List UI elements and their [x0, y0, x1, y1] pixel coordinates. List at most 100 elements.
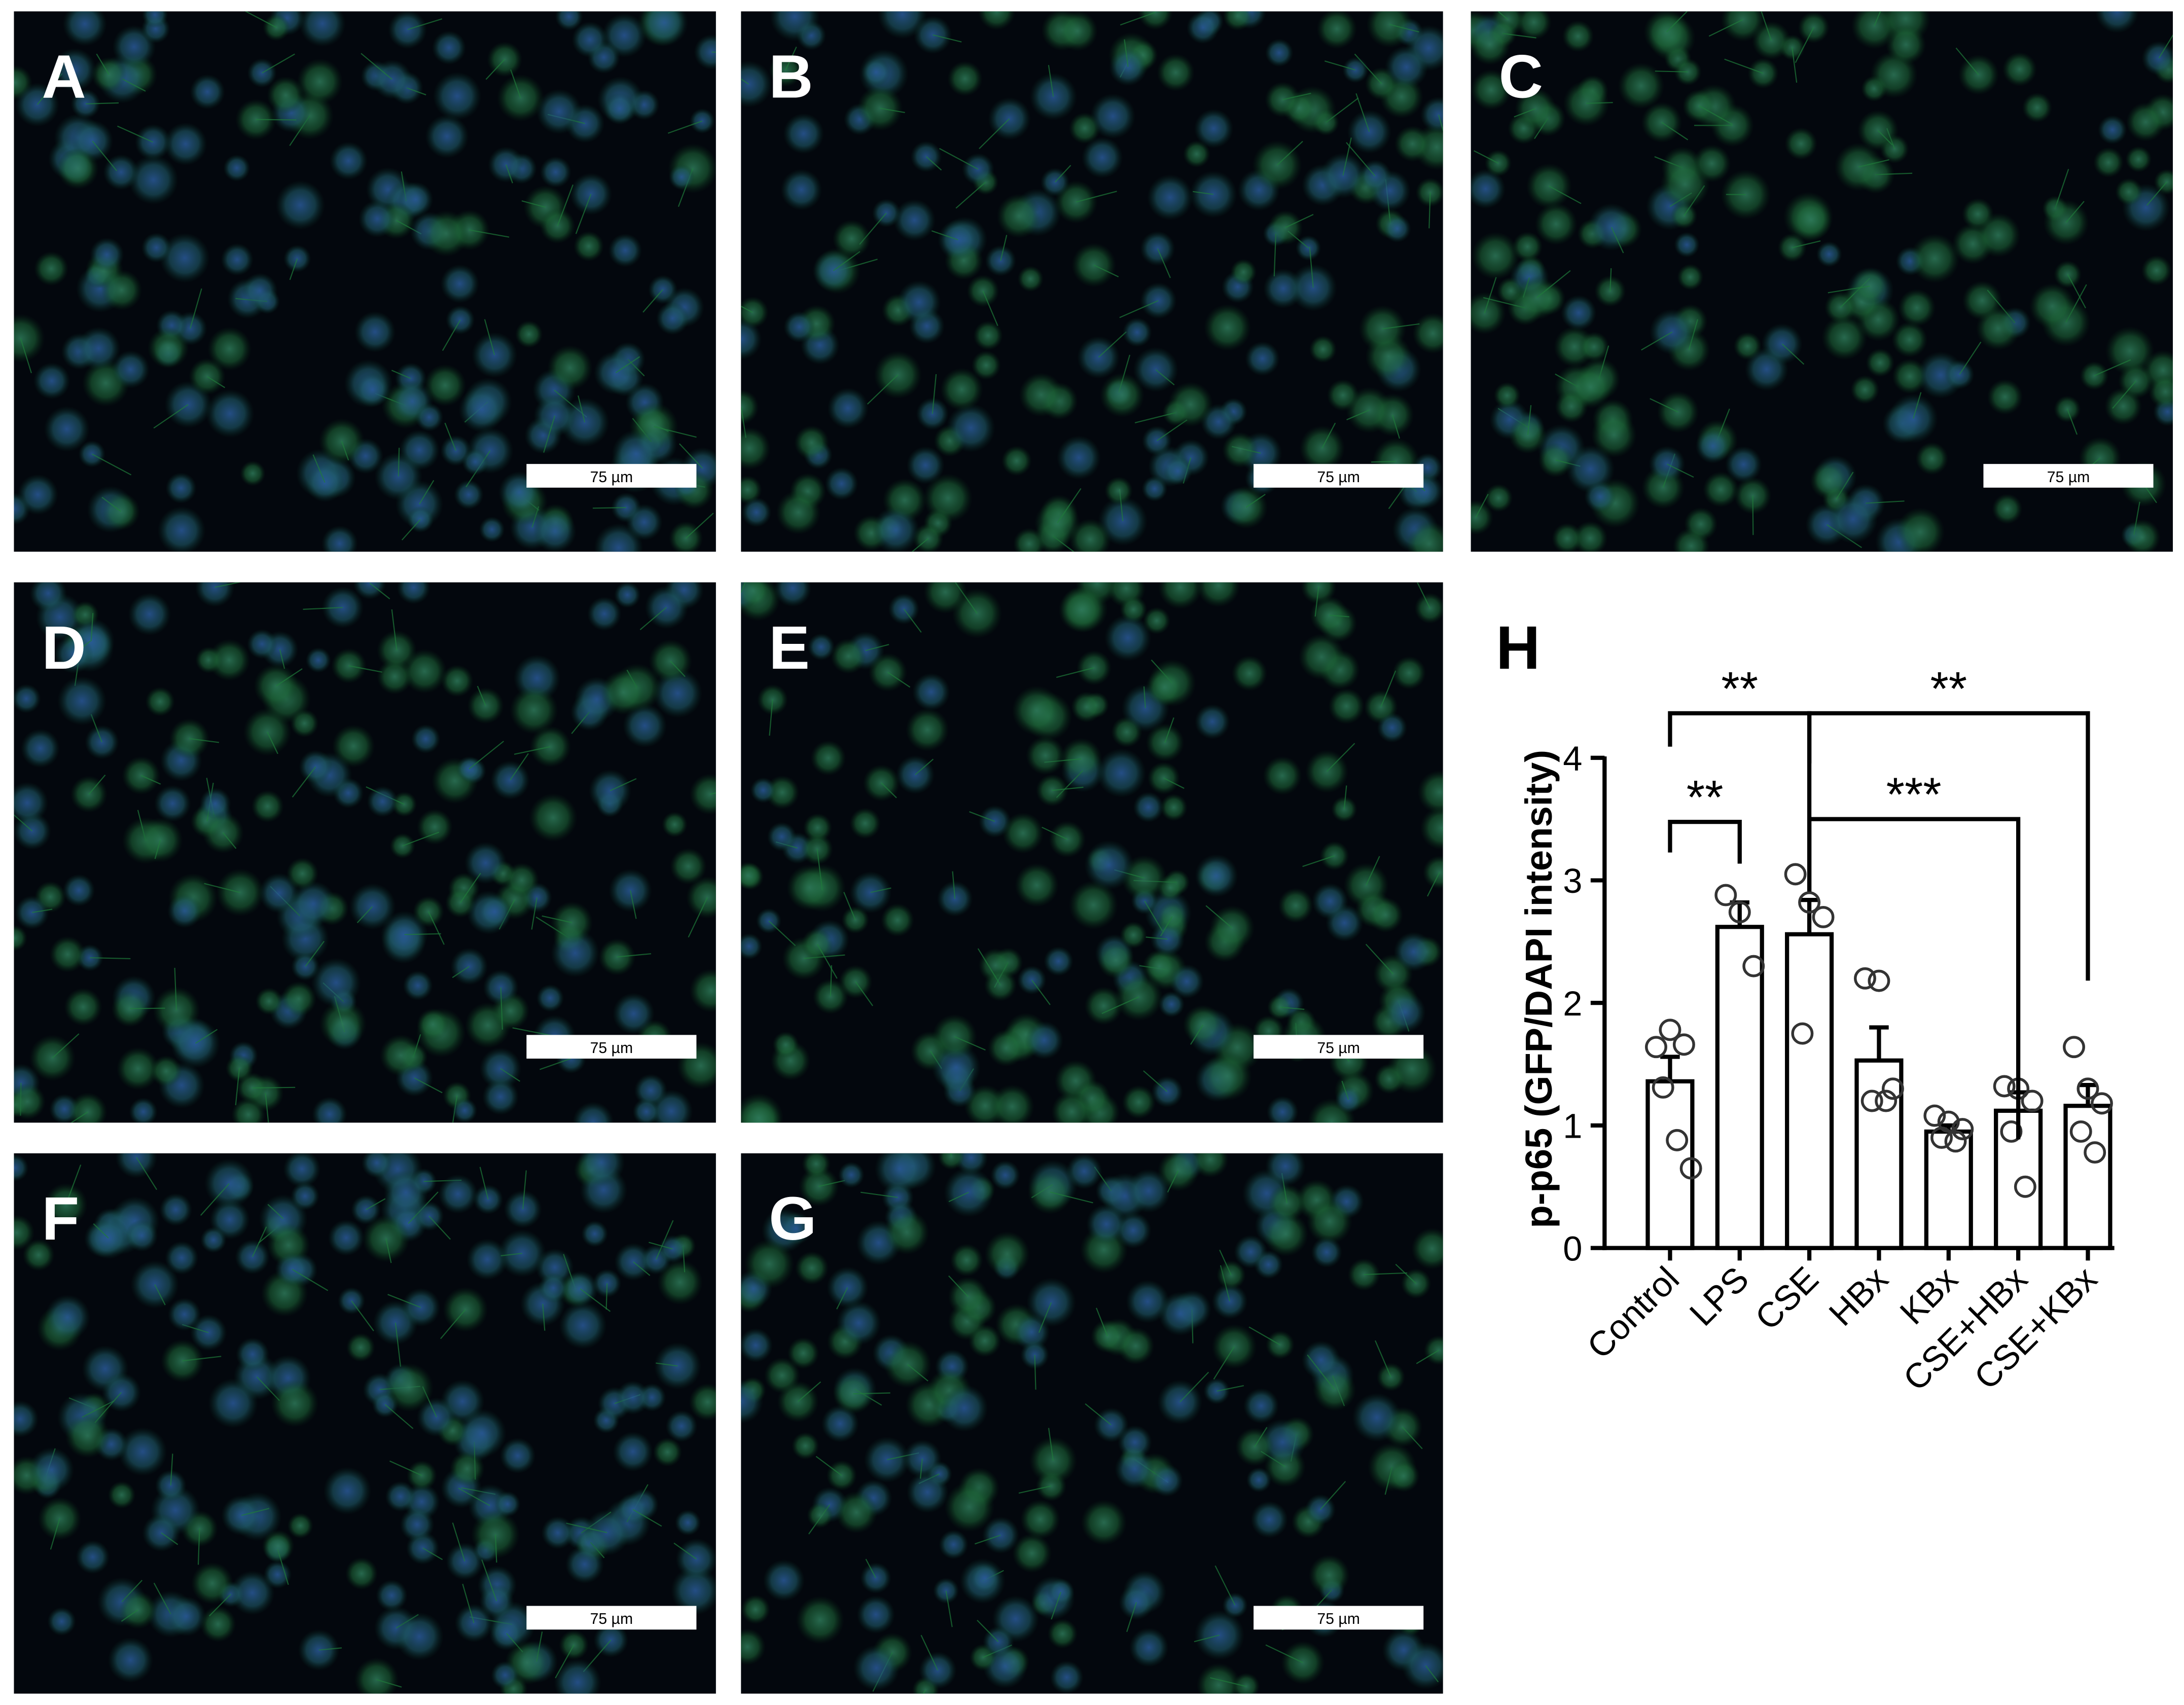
cell-process — [542, 915, 572, 923]
cell-process — [1285, 214, 1314, 228]
cell — [385, 1481, 416, 1512]
cell-process — [630, 890, 637, 919]
cell — [129, 1097, 158, 1123]
significance-label: ** — [1687, 771, 1724, 824]
cell — [614, 1243, 653, 1281]
cell-process — [376, 1679, 402, 1688]
cell-process — [1120, 12, 1156, 26]
data-point — [2000, 1120, 2023, 1143]
cell-process — [815, 1456, 842, 1476]
cell-process — [592, 507, 626, 509]
cell-process — [305, 940, 325, 967]
cell — [141, 11, 168, 28]
cell — [1594, 275, 1626, 307]
cell — [424, 364, 467, 407]
cell — [571, 21, 608, 58]
cell — [2002, 52, 2037, 87]
cell — [1230, 259, 1257, 285]
x-tick-label: HBx — [1821, 1259, 1895, 1333]
cell-process — [2146, 182, 2168, 206]
cell — [783, 113, 824, 154]
micrograph-panel: A 75 µm — [14, 11, 716, 552]
cell — [1012, 685, 1062, 736]
cell — [938, 1153, 965, 1170]
cell-process — [1124, 39, 1129, 67]
micrograph-panel: E 75 µm — [741, 582, 1443, 1123]
cell-process — [1389, 24, 1419, 33]
cell — [440, 264, 479, 303]
cell-process — [444, 422, 456, 451]
cell — [1025, 1021, 1063, 1060]
cell — [128, 593, 171, 636]
cell — [472, 332, 518, 378]
cell-process — [384, 1404, 414, 1429]
cell — [973, 320, 1003, 351]
cell-process — [366, 1198, 386, 1211]
cell-process — [1326, 743, 1355, 772]
cell-process — [945, 1590, 953, 1627]
cell-process — [1641, 331, 1673, 351]
cell-process — [865, 1558, 877, 1578]
cell — [783, 311, 815, 343]
cell-process — [1126, 1602, 1137, 1633]
cell — [880, 903, 914, 937]
cell-process — [920, 1459, 923, 1479]
cell — [299, 11, 346, 47]
cell — [1252, 140, 1302, 190]
cell-process — [1048, 1428, 1054, 1461]
cell — [385, 1363, 434, 1412]
cells — [14, 1153, 716, 1694]
data-point — [2090, 1092, 2113, 1115]
cell — [236, 1337, 270, 1371]
cell-process — [190, 288, 202, 329]
cell — [1163, 456, 1193, 486]
cell-process — [122, 78, 146, 92]
cell-process — [1382, 323, 1420, 330]
cell — [255, 987, 283, 1015]
cell — [1420, 96, 1443, 133]
cell-process — [543, 415, 556, 453]
cell-process — [1163, 777, 1185, 789]
cell — [452, 1098, 478, 1123]
cell-process — [1346, 142, 1376, 177]
cell — [1047, 1618, 1078, 1649]
cell-process — [1955, 47, 1979, 76]
cell-process — [1913, 392, 1922, 419]
panel-label: G — [769, 1184, 816, 1253]
cell-process — [1343, 785, 1347, 810]
cell — [741, 60, 772, 108]
cell — [1987, 379, 2023, 415]
cell — [623, 703, 667, 748]
cell — [262, 1530, 295, 1563]
cell-process — [96, 53, 110, 75]
cell-process — [1219, 1249, 1232, 1276]
cell — [774, 582, 812, 607]
scale-bar — [1254, 1035, 1424, 1059]
cell-process — [1321, 422, 1336, 449]
cell — [689, 773, 716, 815]
cell-process — [975, 1534, 1001, 1545]
cell — [1992, 493, 2023, 524]
cell-process — [979, 118, 1010, 150]
cell — [111, 350, 150, 389]
cell — [1308, 1554, 1350, 1596]
cell — [247, 629, 277, 659]
cell — [1147, 761, 1180, 794]
cell — [1910, 233, 1960, 283]
cell — [1886, 24, 1926, 65]
cell — [449, 1451, 485, 1486]
cell-process — [1155, 369, 1175, 386]
cell — [17, 474, 58, 515]
cell — [1222, 432, 1258, 468]
cell — [423, 210, 470, 257]
cell-process — [915, 758, 934, 775]
cell — [15, 895, 49, 930]
cell-process — [223, 832, 237, 849]
cell — [1145, 723, 1185, 762]
cell-process — [2065, 201, 2085, 223]
cell — [1368, 897, 1404, 933]
cell — [1158, 991, 1185, 1018]
cell — [1202, 1051, 1252, 1101]
cell — [354, 311, 396, 353]
cell-process — [348, 665, 382, 673]
